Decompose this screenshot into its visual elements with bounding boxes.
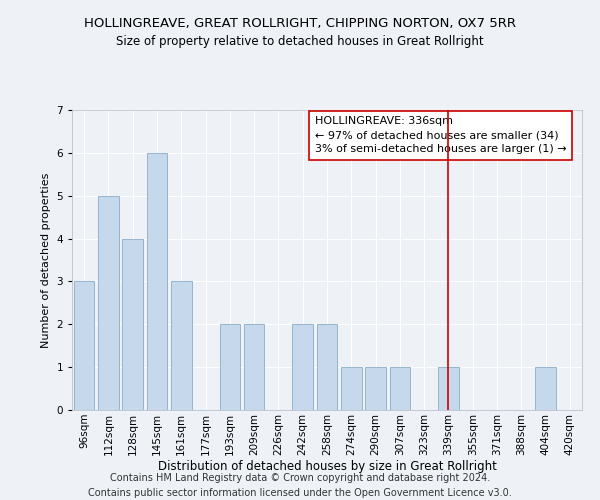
- Text: HOLLINGREAVE, GREAT ROLLRIGHT, CHIPPING NORTON, OX7 5RR: HOLLINGREAVE, GREAT ROLLRIGHT, CHIPPING …: [84, 18, 516, 30]
- X-axis label: Distribution of detached houses by size in Great Rollright: Distribution of detached houses by size …: [158, 460, 496, 473]
- Text: HOLLINGREAVE: 336sqm
← 97% of detached houses are smaller (34)
3% of semi-detach: HOLLINGREAVE: 336sqm ← 97% of detached h…: [315, 116, 566, 154]
- Bar: [389, 367, 410, 410]
- Bar: [171, 282, 191, 410]
- Bar: [98, 196, 119, 410]
- Bar: [74, 282, 94, 410]
- Bar: [365, 367, 386, 410]
- Bar: [244, 324, 265, 410]
- Bar: [220, 324, 240, 410]
- Bar: [341, 367, 362, 410]
- Bar: [535, 367, 556, 410]
- Bar: [317, 324, 337, 410]
- Bar: [122, 238, 143, 410]
- Text: Contains HM Land Registry data © Crown copyright and database right 2024.
Contai: Contains HM Land Registry data © Crown c…: [88, 472, 512, 498]
- Y-axis label: Number of detached properties: Number of detached properties: [41, 172, 51, 348]
- Bar: [438, 367, 459, 410]
- Text: Size of property relative to detached houses in Great Rollright: Size of property relative to detached ho…: [116, 35, 484, 48]
- Bar: [146, 153, 167, 410]
- Bar: [292, 324, 313, 410]
